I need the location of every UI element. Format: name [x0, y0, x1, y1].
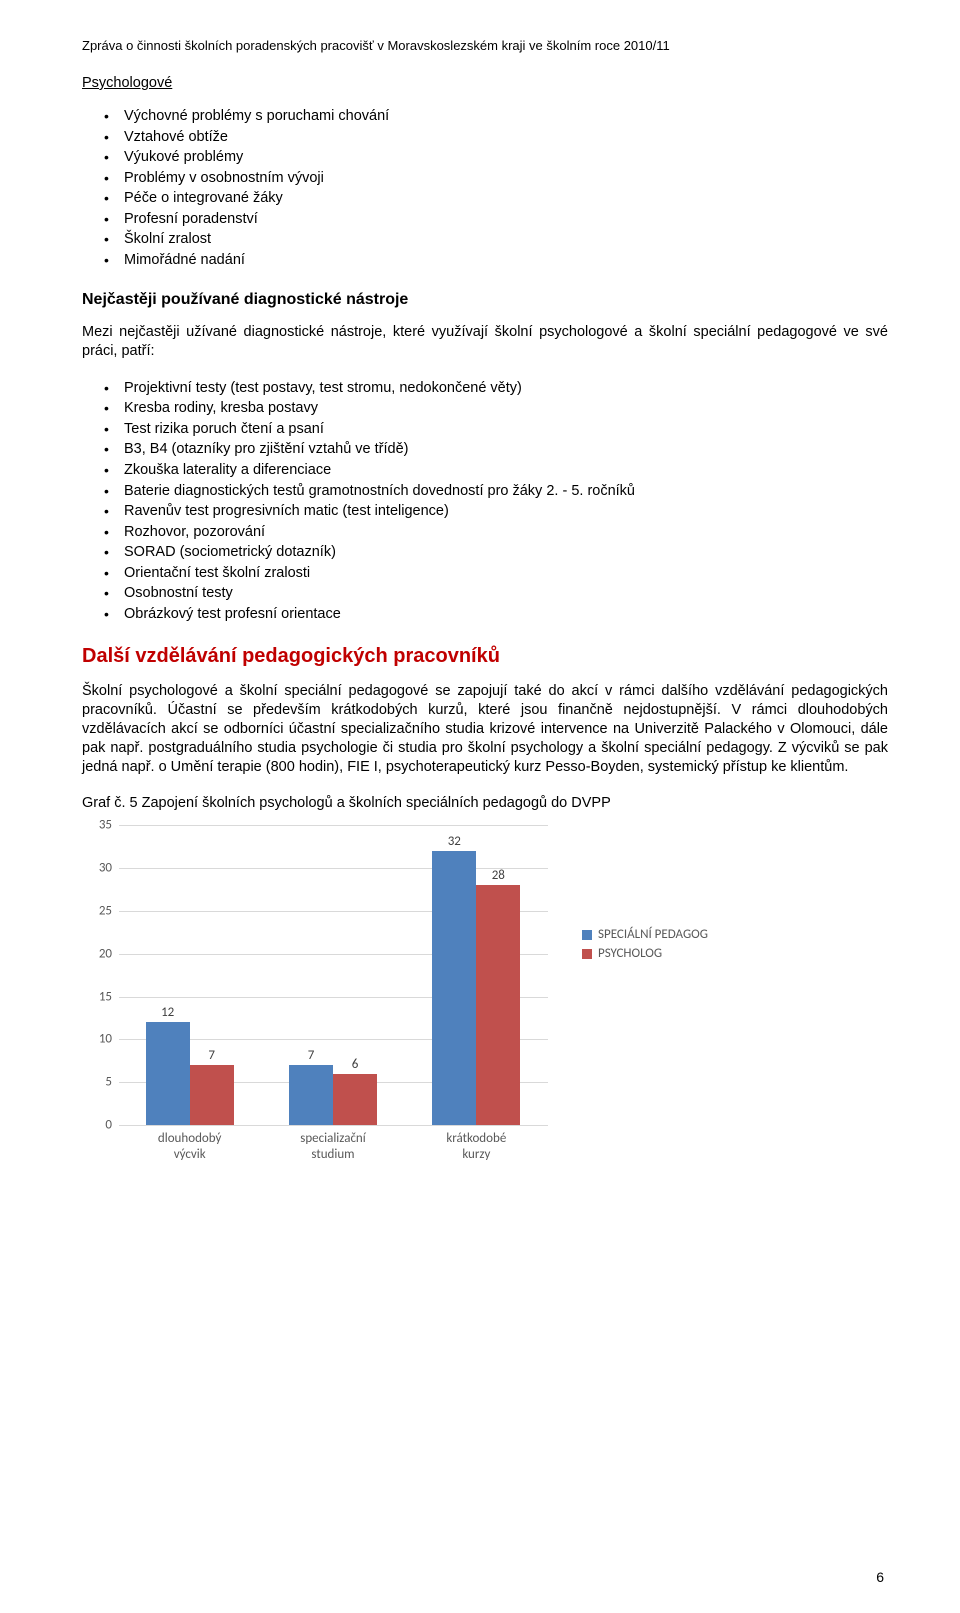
chart-bar: 7 [289, 1065, 333, 1125]
list-item: SORAD (sociometrický dotazník) [82, 543, 888, 563]
list-item: Zkouška laterality a diferenciace [82, 461, 888, 481]
bullet-list-2: Projektivní testy (test postavy, test st… [82, 379, 888, 625]
chart-ytick: 10 [82, 1032, 112, 1047]
chart-gridline [119, 1125, 548, 1126]
chart-xlabel: dlouhodobývýcvik [118, 1131, 261, 1162]
chart-bar-group: 76 [261, 1065, 404, 1125]
list-item: Obrázkový test profesní orientace [82, 605, 888, 625]
chart-bar-group: 127 [118, 1022, 261, 1125]
list-item: Kresba rodiny, kresba postavy [82, 399, 888, 419]
chart-bar: 12 [146, 1022, 190, 1125]
list-item: Test rizika poruch čtení a psaní [82, 420, 888, 440]
list-item: Orientační test školní zralosti [82, 564, 888, 584]
legend-item: PSYCHOLOG [582, 946, 708, 961]
chart-container: 127763228 dlouhodobývýcvikspecializačnís… [82, 815, 888, 1165]
chart-ytick: 20 [82, 946, 112, 961]
list-item: Vztahové obtíže [82, 128, 888, 148]
list-item: Péče o integrované žáky [82, 189, 888, 209]
chart-bars: 127763228 [118, 825, 548, 1125]
heading-diagnosticke-nastroje: Nejčastěji používané diagnostické nástro… [82, 291, 888, 309]
chart-bar-group: 3228 [405, 851, 548, 1125]
list-item: Rozhovor, pozorování [82, 523, 888, 543]
chart-bar-value: 7 [308, 1048, 315, 1063]
list-item: Profesní poradenství [82, 210, 888, 230]
chart-ytick: 0 [82, 1118, 112, 1133]
chart-ytick: 35 [82, 818, 112, 833]
legend-label: PSYCHOLOG [598, 946, 662, 961]
list-item: Osobnostní testy [82, 584, 888, 604]
list-item: Výukové problémy [82, 148, 888, 168]
list-item: Problémy v osobnostním vývoji [82, 169, 888, 189]
chart-ytick: 5 [82, 1075, 112, 1090]
legend-label: SPECIÁLNÍ PEDAGOG [598, 927, 708, 942]
chart-bar-value: 32 [448, 834, 461, 849]
chart-bar-value: 7 [208, 1048, 215, 1063]
page-header: Zpráva o činnosti školních poradenských … [82, 38, 888, 53]
chart-xlabel: specializačnístudium [261, 1131, 404, 1162]
legend-item: SPECIÁLNÍ PEDAGOG [582, 927, 708, 942]
document-page: Zpráva o činnosti školních poradenských … [0, 0, 960, 1613]
chart-ytick: 30 [82, 860, 112, 875]
list-item: Ravenův test progresivních matic (test i… [82, 502, 888, 522]
chart-bar: 32 [432, 851, 476, 1125]
chart-legend: SPECIÁLNÍ PEDAGOG PSYCHOLOG [582, 923, 708, 965]
section-title-psychologove: Psychologové [82, 75, 888, 91]
chart-bar-value: 12 [161, 1005, 174, 1020]
list-item: Výchovné problémy s poruchami chování [82, 107, 888, 127]
list-item: Projektivní testy (test postavy, test st… [82, 379, 888, 399]
chart-x-labels: dlouhodobývýcvikspecializačnístudiumkrát… [118, 1131, 548, 1162]
bullet-list-1: Výchovné problémy s poruchami chováníVzt… [82, 107, 888, 271]
heading-dalsi-vzdelavani: Další vzdělávání pedagogických pracovník… [82, 645, 888, 668]
chart-bar: 6 [333, 1074, 377, 1125]
bar-chart: 127763228 dlouhodobývýcvikspecializačnís… [82, 815, 572, 1165]
chart-bar-value: 28 [492, 868, 505, 883]
list-item: Školní zralost [82, 230, 888, 250]
chart-ytick: 25 [82, 903, 112, 918]
list-item: B3, B4 (otazníky pro zjištění vztahů ve … [82, 440, 888, 460]
page-number: 6 [876, 1569, 884, 1585]
list-item: Mimořádné nadání [82, 251, 888, 271]
paragraph-intro-nastroje: Mezi nejčastěji užívané diagnostické nás… [82, 323, 888, 361]
chart-title: Graf č. 5 Zapojení školních psychologů a… [82, 795, 888, 811]
chart-bar: 28 [476, 885, 520, 1125]
paragraph-dvpp: Školní psychologové a školní speciální p… [82, 682, 888, 778]
chart-bar-value: 6 [352, 1057, 359, 1072]
chart-ytick: 15 [82, 989, 112, 1004]
chart-xlabel: krátkodobékurzy [405, 1131, 548, 1162]
legend-swatch [582, 949, 592, 959]
list-item: Baterie diagnostických testů gramotnostn… [82, 482, 888, 502]
chart-bar: 7 [190, 1065, 234, 1125]
legend-swatch [582, 930, 592, 940]
